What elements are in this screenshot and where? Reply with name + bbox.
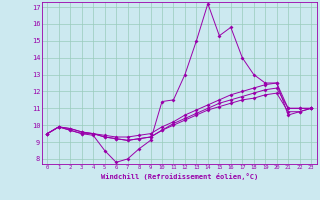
X-axis label: Windchill (Refroidissement éolien,°C): Windchill (Refroidissement éolien,°C)	[100, 173, 258, 180]
